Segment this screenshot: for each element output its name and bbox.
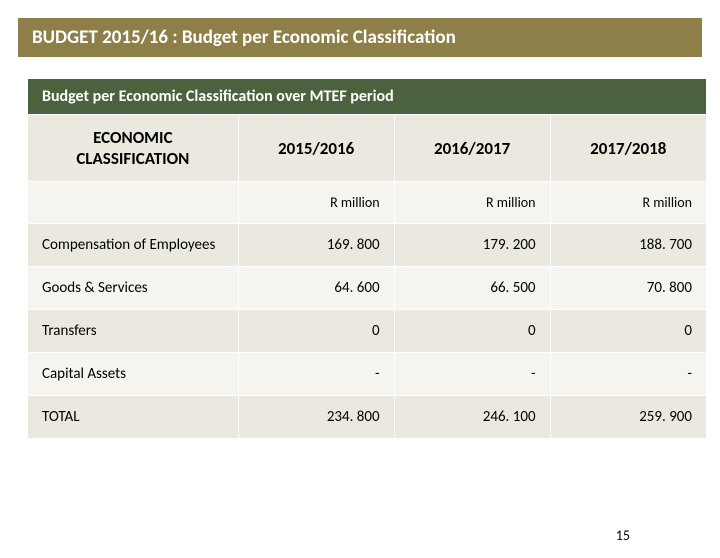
row-value: 0 bbox=[238, 310, 394, 353]
row-value: 259. 900 bbox=[550, 396, 706, 439]
unit-cell: R million bbox=[238, 182, 394, 224]
page-number: 15 bbox=[616, 527, 630, 544]
col-header-classification: ECONOMIC CLASSIFICATION bbox=[28, 115, 238, 182]
row-value: - bbox=[238, 353, 394, 396]
row-value: 0 bbox=[394, 310, 550, 353]
row-value: 179. 200 bbox=[394, 224, 550, 267]
row-label: Transfers bbox=[28, 310, 238, 353]
subtitle: Budget per Economic Classification over … bbox=[28, 79, 706, 114]
row-label: Capital Assets bbox=[28, 353, 238, 396]
table-row: Compensation of Employees169. 800179. 20… bbox=[28, 224, 706, 267]
budget-table: ECONOMIC CLASSIFICATION 2015/2016 2016/2… bbox=[28, 114, 706, 438]
table-row: TOTAL234. 800246. 100259. 900 bbox=[28, 396, 706, 439]
table-row: Capital Assets--- bbox=[28, 353, 706, 396]
table-row: Transfers000 bbox=[28, 310, 706, 353]
row-value: 246. 100 bbox=[394, 396, 550, 439]
row-label: Compensation of Employees bbox=[28, 224, 238, 267]
row-value: 66. 500 bbox=[394, 267, 550, 310]
row-label: TOTAL bbox=[28, 396, 238, 439]
col-header-2015-2016: 2015/2016 bbox=[238, 115, 394, 182]
unit-row: R million R million R million bbox=[28, 182, 706, 224]
unit-cell: R million bbox=[550, 182, 706, 224]
row-value: - bbox=[550, 353, 706, 396]
table-header-row: ECONOMIC CLASSIFICATION 2015/2016 2016/2… bbox=[28, 115, 706, 182]
row-value: 188. 700 bbox=[550, 224, 706, 267]
table-body: R million R million R million Compensati… bbox=[28, 182, 706, 439]
row-label: Goods & Services bbox=[28, 267, 238, 310]
unit-cell-blank bbox=[28, 182, 238, 224]
unit-cell: R million bbox=[394, 182, 550, 224]
row-value: 0 bbox=[550, 310, 706, 353]
row-value: 70. 800 bbox=[550, 267, 706, 310]
row-value: 169. 800 bbox=[238, 224, 394, 267]
row-value: 234. 800 bbox=[238, 396, 394, 439]
page-title: BUDGET 2015/16 : Budget per Economic Cla… bbox=[18, 18, 702, 57]
table-row: Goods & Services64. 60066. 50070. 800 bbox=[28, 267, 706, 310]
row-value: 64. 600 bbox=[238, 267, 394, 310]
row-value: - bbox=[394, 353, 550, 396]
col-header-2017-2018: 2017/2018 bbox=[550, 115, 706, 182]
col-header-2016-2017: 2016/2017 bbox=[394, 115, 550, 182]
